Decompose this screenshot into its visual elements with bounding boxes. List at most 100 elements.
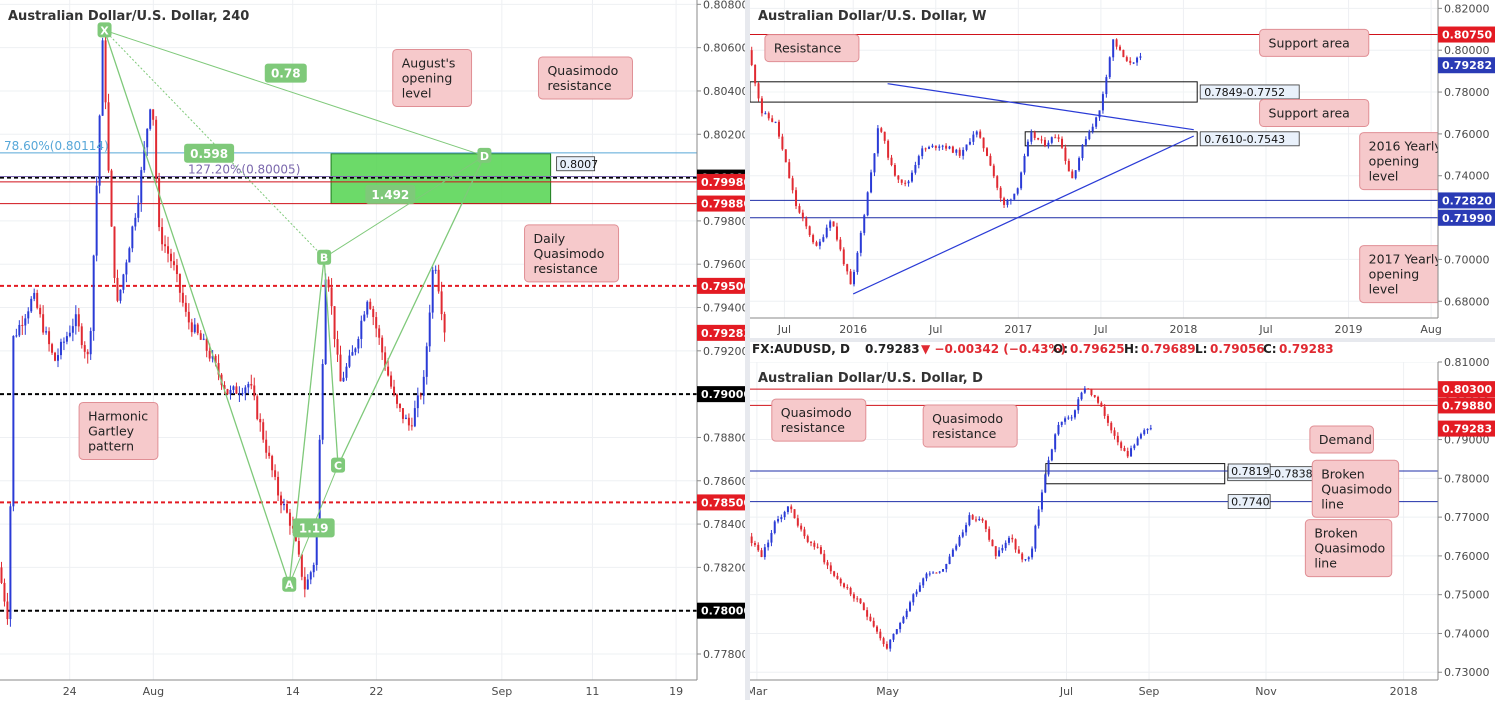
callout-text: Quasimodo (932, 411, 1003, 426)
candle-body (384, 352, 387, 367)
price-badge (697, 195, 745, 212)
callout-text: opening (402, 70, 453, 85)
candle-body (440, 291, 443, 315)
candle-body (856, 252, 859, 273)
weekly-chart-pane[interactable]: 0.7849-0.7752 0.7610-0.7543 Resistance Supp… (750, 0, 1495, 336)
candle-body (770, 533, 773, 543)
header-low-label: L: (1195, 342, 1207, 356)
candle-body (419, 395, 422, 397)
candle-body (1054, 137, 1057, 139)
candle-body (1047, 142, 1050, 146)
candle-body (1017, 549, 1020, 554)
candle-body (989, 155, 992, 166)
candle-body (119, 289, 122, 301)
candle-body (158, 178, 161, 228)
callout-text: Support area (1269, 35, 1350, 50)
h4-chart-pane[interactable]: X A B C D 0.78 0.598 1.492 1.19 78.60%(0.80114) 12… (0, 0, 751, 698)
candle-body (360, 320, 363, 339)
candle-body (1090, 389, 1093, 396)
y-tick-label: 0.68000 (1444, 295, 1490, 308)
candle-body (431, 270, 434, 313)
callout-text: level (1369, 169, 1399, 184)
candle-body (437, 269, 440, 292)
candle-body (80, 326, 83, 346)
candle-body (832, 221, 835, 227)
candle-body (65, 336, 68, 342)
pane-divider-vertical (745, 0, 750, 700)
candle-body (948, 146, 951, 149)
candle-body (1077, 399, 1080, 411)
candle-body (771, 118, 774, 122)
price-badge-label: 0.79500 (701, 280, 751, 293)
candle-body (887, 140, 890, 158)
candle-body (998, 550, 1001, 557)
line-tag-text: 0.7740 (1231, 496, 1270, 509)
candle-body (33, 292, 36, 299)
candle-body (835, 226, 838, 240)
callout-text: opening (1369, 154, 1420, 169)
header-close: 0.79283 (865, 342, 920, 356)
candle-body (979, 131, 982, 138)
price-badge (697, 386, 745, 403)
candle-body (1146, 428, 1149, 431)
callout-box (1311, 459, 1400, 518)
candle-body (277, 476, 280, 496)
candle-body (873, 153, 876, 173)
candle-body (781, 136, 784, 150)
candle-body (1014, 539, 1017, 550)
candle-body (428, 312, 431, 347)
candle-body (818, 241, 821, 246)
candle-body (1027, 557, 1030, 560)
candle-body (241, 393, 244, 395)
callout-text: 2016 Yearly (1369, 139, 1443, 154)
daily-chart-pane[interactable]: 0.7786-0.78380.78190.7740Quasimodoresist… (746, 356, 1495, 698)
candle-body (416, 395, 419, 409)
candle-body (152, 109, 155, 120)
candle-body (872, 620, 875, 627)
candle-body (764, 113, 767, 115)
candle-body (18, 324, 21, 336)
y-tick-label: 0.74000 (1444, 170, 1490, 183)
candle-body (202, 338, 205, 340)
candle-body (369, 301, 372, 309)
candle-body (783, 511, 786, 518)
candle-body (819, 547, 822, 554)
candle-body (965, 144, 968, 150)
candle-body (1139, 56, 1142, 58)
price-badge (697, 602, 745, 619)
candle-body (51, 344, 54, 353)
callout-text: pattern (88, 438, 134, 453)
candle-body (71, 326, 74, 333)
candle-body (791, 178, 794, 191)
candle-body (1024, 559, 1027, 561)
price-badge-label: 0.79000 (701, 388, 751, 401)
y-tick-label: 0.81000 (1444, 356, 1490, 369)
candle-body (223, 385, 226, 390)
candle-body (77, 314, 80, 327)
candle-body (795, 190, 798, 207)
candle-body (750, 50, 753, 66)
candle-body (401, 408, 404, 419)
candle-body (897, 175, 900, 180)
candle-body (928, 146, 931, 149)
candle-body (1030, 132, 1033, 142)
candle-body (56, 355, 59, 361)
candle-body (1067, 417, 1070, 419)
x-tick-label: 2018 (1390, 685, 1418, 698)
candle-body (1009, 199, 1012, 201)
candle-body (882, 638, 885, 645)
candle-body (810, 541, 813, 543)
candle-body (910, 172, 913, 182)
plot-area: 0.7786-0.78380.78190.7740Quasimodoresist… (750, 362, 1438, 680)
candle-body (116, 277, 119, 301)
candle-body (757, 544, 760, 551)
candle-body (1021, 553, 1024, 560)
candle-body (909, 602, 912, 611)
line-tag-box (1227, 463, 1271, 479)
candle-body (89, 331, 92, 355)
candle-body (393, 386, 396, 395)
candle-body (885, 644, 888, 649)
candle-body (181, 292, 184, 303)
candle-body (125, 262, 128, 275)
